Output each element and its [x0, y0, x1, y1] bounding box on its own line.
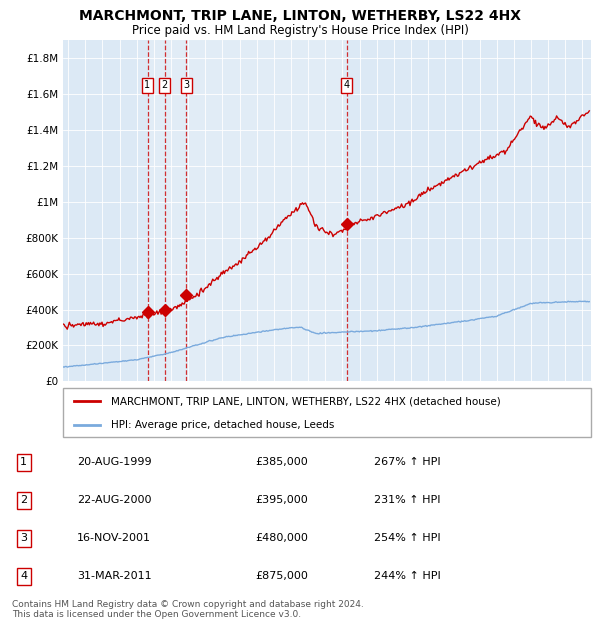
Text: This data is licensed under the Open Government Licence v3.0.: This data is licensed under the Open Gov… [12, 610, 301, 619]
Text: £385,000: £385,000 [256, 458, 308, 467]
Text: Price paid vs. HM Land Registry's House Price Index (HPI): Price paid vs. HM Land Registry's House … [131, 24, 469, 37]
Text: 2: 2 [20, 495, 28, 505]
Text: 31-MAR-2011: 31-MAR-2011 [77, 571, 152, 581]
Text: MARCHMONT, TRIP LANE, LINTON, WETHERBY, LS22 4HX (detached house): MARCHMONT, TRIP LANE, LINTON, WETHERBY, … [110, 396, 500, 406]
Text: 20-AUG-1999: 20-AUG-1999 [77, 458, 152, 467]
Text: 267% ↑ HPI: 267% ↑ HPI [374, 458, 441, 467]
Text: 1: 1 [20, 458, 28, 467]
Text: £480,000: £480,000 [256, 533, 308, 543]
Text: 244% ↑ HPI: 244% ↑ HPI [374, 571, 441, 581]
Text: 4: 4 [20, 571, 28, 581]
Text: 3: 3 [183, 80, 189, 90]
Text: 2: 2 [162, 80, 168, 90]
Text: 22-AUG-2000: 22-AUG-2000 [77, 495, 152, 505]
Text: 1: 1 [145, 80, 151, 90]
Text: 3: 3 [20, 533, 28, 543]
Text: 231% ↑ HPI: 231% ↑ HPI [374, 495, 441, 505]
Text: 254% ↑ HPI: 254% ↑ HPI [374, 533, 441, 543]
Text: MARCHMONT, TRIP LANE, LINTON, WETHERBY, LS22 4HX: MARCHMONT, TRIP LANE, LINTON, WETHERBY, … [79, 9, 521, 24]
Text: 16-NOV-2001: 16-NOV-2001 [77, 533, 151, 543]
Text: £395,000: £395,000 [256, 495, 308, 505]
Text: HPI: Average price, detached house, Leeds: HPI: Average price, detached house, Leed… [110, 420, 334, 430]
Text: 4: 4 [344, 80, 350, 90]
FancyBboxPatch shape [63, 388, 591, 437]
Bar [148, 40, 347, 381]
Text: Contains HM Land Registry data © Crown copyright and database right 2024.: Contains HM Land Registry data © Crown c… [12, 600, 364, 609]
Text: £875,000: £875,000 [256, 571, 308, 581]
